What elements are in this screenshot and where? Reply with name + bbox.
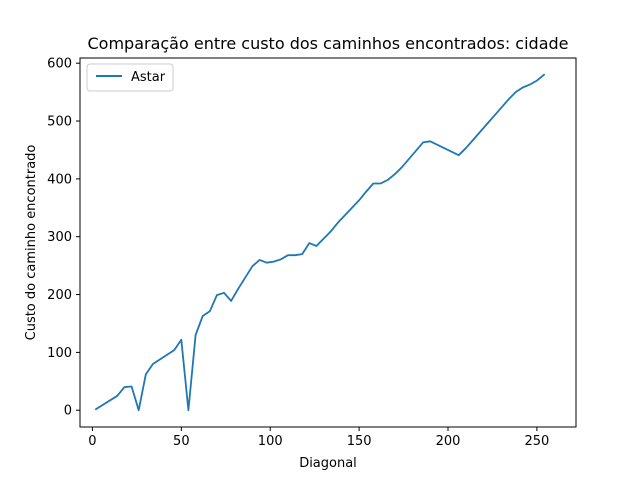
- legend-box: [86, 63, 174, 92]
- x-tick-label-250: 250: [524, 434, 549, 449]
- legend-label-astar: Astar: [131, 70, 166, 85]
- y-tick-label-500: 500: [47, 115, 72, 130]
- x-tick-label-150: 150: [347, 434, 372, 449]
- y-tick-label-400: 400: [47, 172, 72, 187]
- x-axis-label: Diagonal: [299, 456, 357, 471]
- plot-frame: [79, 57, 577, 428]
- y-tick-label-100: 100: [47, 346, 72, 361]
- y-tick-label-600: 600: [47, 57, 72, 72]
- x-tick-label-0: 0: [88, 434, 96, 449]
- y-tick-label-300: 300: [47, 230, 72, 245]
- x-tick-label-50: 50: [173, 434, 190, 449]
- legend: Astar: [86, 63, 174, 92]
- chart-title: Comparação entre custo dos caminhos enco…: [87, 34, 568, 53]
- axis-ticks: 0 50 100 150 200 250 0 100 200 300 400 500 600: [47, 57, 549, 449]
- y-axis-label: Custo do caminho encontrado: [24, 145, 39, 341]
- y-tick-label-200: 200: [47, 288, 72, 303]
- y-tick-label-0: 0: [64, 404, 72, 419]
- x-tick-label-100: 100: [258, 434, 283, 449]
- series-line-astar: [94, 73, 546, 412]
- x-tick-label-200: 200: [436, 434, 461, 449]
- series-layer: [94, 73, 546, 412]
